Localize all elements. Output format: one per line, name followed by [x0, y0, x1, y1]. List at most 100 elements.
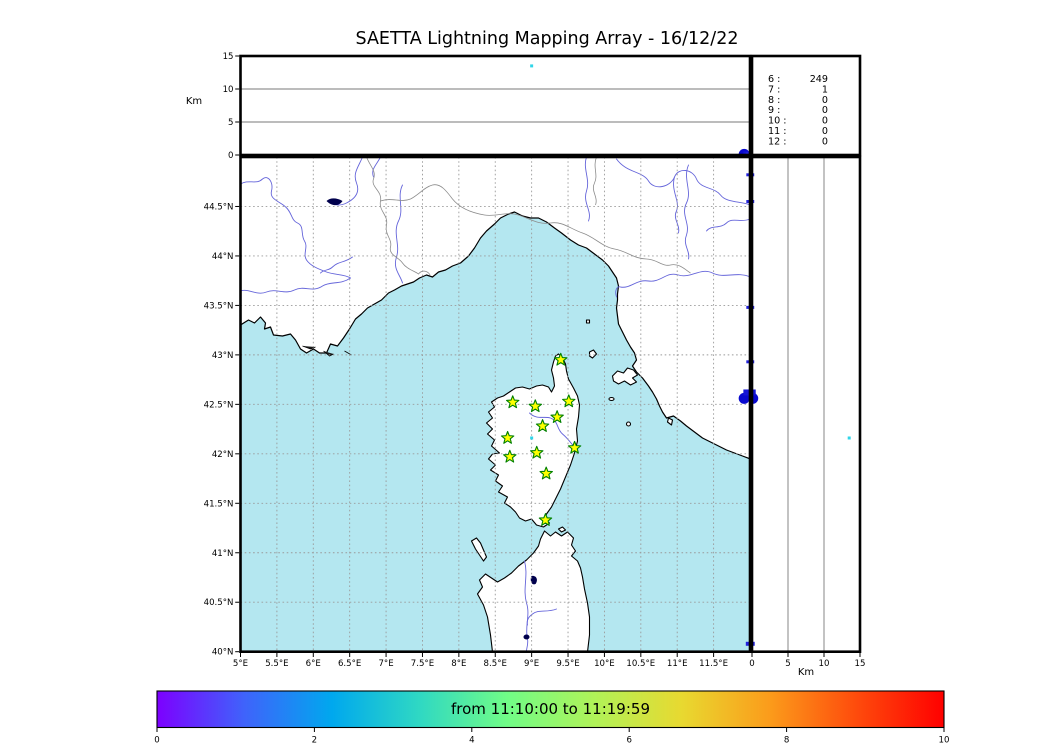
altitude-tick-label: 0 [749, 659, 754, 669]
river-durance [240, 177, 351, 279]
asinara-island [470, 537, 488, 562]
lon-tick-label: 10°E [594, 659, 615, 669]
altitude-tick-label: 5 [228, 118, 233, 128]
lon-tick-label: 5.5°E [265, 659, 288, 669]
lightning-source-altitude [847, 436, 851, 440]
station-count-key: 10 : [768, 116, 787, 127]
station-count-key: 7 : [768, 84, 780, 95]
lma-station-marker [535, 419, 550, 432]
lma-station-marker [538, 513, 553, 526]
colorbar-border [156, 690, 945, 729]
lat-tick-label: 40°N [212, 648, 234, 658]
colorbar-tick-label: 2 [312, 736, 317, 746]
gorgona-island [585, 319, 591, 324]
colorbar-tick-label: 8 [784, 736, 789, 746]
station-count-value: 0 [822, 136, 828, 147]
river-arno [615, 270, 750, 298]
station-count-value: 0 [822, 116, 828, 127]
lon-tick-label: 9°E [524, 659, 539, 669]
river-upper-durance [330, 157, 363, 206]
lma-station-marker [528, 399, 543, 413]
border-region-north [592, 157, 597, 206]
lightning-source-map [738, 392, 750, 404]
border-apennine [380, 184, 691, 274]
lon-tick-label: 10.5°E [626, 659, 655, 669]
right-panel-border [750, 155, 862, 654]
station-count-key: 8 : [768, 95, 780, 106]
colorbar-time-label: from 11:10:00 to 11:19:59 [451, 700, 650, 718]
altitude-tick-label: 10 [223, 85, 234, 95]
hyeres-islands [302, 345, 352, 357]
lat-tick-label: 41°N [212, 549, 234, 559]
lma-station-marker [550, 410, 564, 424]
lma-station-marker [530, 445, 544, 459]
colorbar-gradient [157, 691, 944, 728]
lma-station-marker [539, 466, 553, 480]
sardinia-island [476, 530, 591, 652]
lon-tick-label: 5°E [233, 659, 248, 669]
station-count-key: 9 : [768, 105, 780, 116]
lma-station-marker [567, 440, 582, 454]
lon-tick-label: 8.5°E [484, 659, 507, 669]
lon-tick-label: 7°E [378, 659, 393, 669]
elba-island [611, 367, 639, 386]
border-france-italy [366, 157, 431, 277]
lightning-source-altitude [752, 392, 759, 404]
altitude-tick-label: 0 [228, 151, 233, 161]
lightning-source-altitude [752, 641, 755, 646]
maddalena-islets [557, 526, 567, 533]
altitude-tick-label: 15 [855, 659, 866, 669]
colorbar-tick-label: 4 [469, 736, 474, 746]
altitude-panel-background [240, 56, 750, 155]
river-sardinia-branch [526, 608, 557, 626]
station-count-key: 12 : [768, 136, 787, 147]
station-count-border [750, 54, 862, 157]
lma-station-marker [500, 430, 515, 444]
pianosa-island [608, 396, 615, 402]
station-count-value: 0 [822, 126, 828, 137]
axes-layer: 5°E 5.5°E 6°E 6.5°E 7°E 7.5°E 8°E 8.5°E 9°E 9.5°E… [204, 52, 866, 669]
montecristo-island [625, 421, 632, 427]
time-colorbar: from 11:10:00 to 11:19:59 0 2 4 6 8 10 [154, 690, 949, 746]
station-count-value: 249 [810, 74, 828, 85]
altitude-latitude-panel [750, 155, 862, 654]
lon-tick-label: 7.5°E [411, 659, 434, 669]
lake-omodeo [523, 634, 530, 640]
lon-tick-label: 11.5°E [699, 659, 728, 669]
lon-tick-label: 6°E [306, 659, 321, 669]
lat-tick-label: 43.5°N [204, 301, 234, 311]
altitude-tick-label: 10 [819, 659, 830, 669]
altitude-axis-label: Km [186, 96, 202, 107]
altitude-longitude-panel [239, 54, 752, 157]
lat-tick-label: 43°N [212, 351, 234, 361]
river-golo [529, 412, 575, 448]
lightning-source-map [746, 305, 750, 309]
map-panel-border [239, 155, 752, 654]
lma-station-marker [505, 395, 520, 409]
station-count-background [752, 56, 860, 155]
lightning-source-map [746, 200, 750, 204]
river-verdon [320, 256, 353, 274]
lightning-source-altitude [745, 152, 750, 155]
station-count-panel: 6 : 249 7 : 1 8 : 0 9 : 0 10 : 0 11 : 0 12 : 0 [750, 54, 862, 157]
lat-tick-label: 41.5°N [204, 499, 234, 509]
lon-tick-label: 8°E [451, 659, 466, 669]
lightning-source-map [530, 436, 534, 440]
lma-station-marker [562, 394, 576, 408]
right-panel-background [752, 157, 860, 652]
altitude-tick-label: 5 [785, 659, 790, 669]
map-content [240, 157, 750, 652]
lat-tick-label: 40.5°N [204, 598, 234, 608]
river-po-tributaries [616, 158, 750, 206]
river-right-edge [706, 218, 750, 232]
lake-serre-poncon [326, 198, 343, 206]
lat-tick-label: 44°N [212, 252, 234, 262]
river-small-top [372, 157, 381, 178]
lightning-source-altitude [752, 389, 756, 396]
station-count-key: 6 : [768, 74, 780, 85]
altitude-panel-border [239, 54, 752, 157]
lma-station-marker [554, 352, 568, 366]
lake-coghinas [530, 575, 537, 585]
river-var [395, 184, 403, 284]
